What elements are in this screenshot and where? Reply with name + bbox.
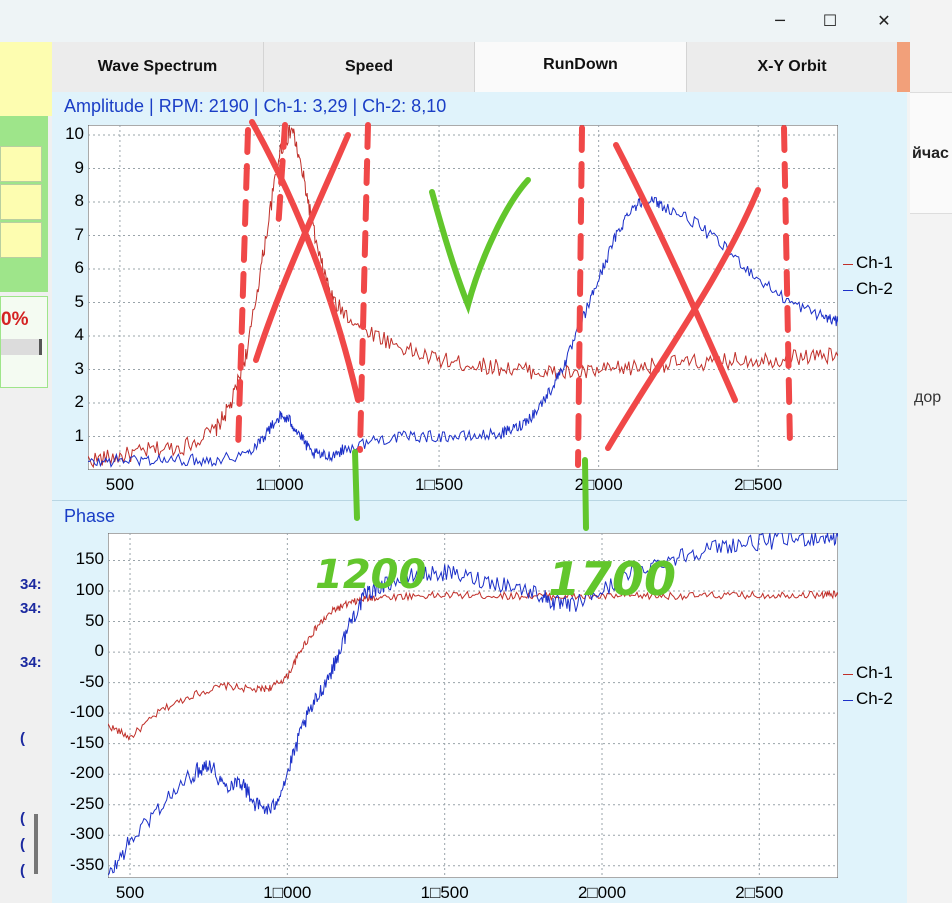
annotation-cross-stroke bbox=[605, 187, 761, 451]
y-tick-label: 8 bbox=[74, 191, 84, 211]
plot-divider bbox=[52, 500, 907, 501]
y-tick-label: 9 bbox=[74, 157, 84, 177]
annotation-label-1700: 1700 bbox=[548, 552, 676, 606]
background-text-mid: дор bbox=[914, 389, 942, 406]
background-window: йчас дор bbox=[910, 0, 952, 903]
tab-xy-orbit[interactable]: X-Y Orbit bbox=[757, 58, 827, 75]
tab-speed[interactable]: Speed bbox=[264, 42, 475, 92]
x-tick-label: 2□500 bbox=[734, 475, 783, 494]
x-tick-label: 1□500 bbox=[415, 475, 464, 494]
x-tick-label: 1□500 bbox=[420, 883, 469, 902]
background-card bbox=[910, 92, 952, 214]
tab-rundown[interactable]: RunDown bbox=[475, 42, 687, 92]
amplitude-chart-title: Amplitude | RPM: 2190 | Ch-1: 3,29 | Ch-… bbox=[64, 96, 447, 116]
left-field-1[interactable] bbox=[0, 146, 42, 182]
series-line-ch-1 bbox=[88, 125, 838, 469]
y-tick-label: 7 bbox=[74, 224, 84, 244]
y-tick-label: -150 bbox=[70, 732, 105, 752]
amplitude-legend-ch2: Ch-2 bbox=[856, 279, 893, 298]
maximize-button[interactable]: ☐ bbox=[822, 11, 838, 30]
y-tick-label: 2 bbox=[74, 392, 84, 411]
series-line-ch-2 bbox=[108, 533, 838, 876]
minimize-button[interactable]: ─ bbox=[775, 11, 785, 30]
y-tick-label: -50 bbox=[79, 671, 104, 691]
left-panel: 0% 34: 34: 34: ( ( ( ( bbox=[0, 42, 52, 903]
phase-legend-ch1: Ch-1 bbox=[856, 663, 893, 682]
legend-swatch-ch2 bbox=[843, 700, 853, 701]
left-row-label: 34: bbox=[20, 654, 42, 671]
annotation-cross-stroke bbox=[253, 132, 351, 363]
annotation-label-1200: 1200 bbox=[315, 552, 426, 598]
left-row-label: ( bbox=[20, 862, 25, 879]
annotation-dashed-line bbox=[235, 127, 251, 453]
y-tick-label: -250 bbox=[70, 793, 105, 813]
x-tick-label: 2□000 bbox=[577, 883, 627, 902]
annotation-checkmark bbox=[429, 177, 531, 315]
x-tick-label: 1□000 bbox=[263, 883, 312, 902]
left-field-3[interactable] bbox=[0, 222, 42, 258]
y-tick-label: 1 bbox=[74, 425, 84, 445]
y-tick-label: 100 bbox=[75, 580, 104, 599]
x-tick-label: 500 bbox=[105, 475, 135, 494]
x-tick-label: 1□000 bbox=[255, 475, 304, 494]
left-green-panel bbox=[0, 116, 48, 292]
tab-wave-spectrum[interactable]: Wave Spectrum bbox=[52, 42, 264, 92]
amplitude-legend-ch1: Ch-1 bbox=[856, 253, 893, 272]
y-tick-label: 150 bbox=[75, 549, 104, 569]
y-tick-label: 50 bbox=[85, 610, 104, 630]
annotation-green-line bbox=[582, 457, 589, 531]
y-tick-label: 5 bbox=[74, 291, 84, 311]
y-tick-label: -100 bbox=[70, 702, 105, 722]
left-row-label: ( bbox=[20, 836, 25, 853]
legend-swatch-ch1 bbox=[843, 674, 853, 675]
left-row-label: ( bbox=[20, 810, 25, 827]
phase-chart-title: Phase bbox=[64, 506, 116, 526]
progress-bar bbox=[1, 339, 42, 355]
series-line-ch-1 bbox=[108, 589, 838, 741]
y-tick-label: 4 bbox=[74, 325, 84, 345]
annotation-cross-stroke bbox=[613, 142, 738, 403]
progress-percent: 0% bbox=[1, 309, 29, 330]
left-progress-group: 0% bbox=[0, 296, 48, 388]
legend-swatch-ch1 bbox=[843, 264, 853, 265]
phase-legend-ch2: Ch-2 bbox=[856, 689, 893, 708]
annotation-green-line bbox=[352, 449, 360, 521]
y-tick-label: 0 bbox=[94, 641, 104, 661]
close-button[interactable]: ✕ bbox=[877, 11, 891, 30]
tab-strip-edge bbox=[897, 42, 910, 92]
y-tick-label: 10 bbox=[65, 124, 84, 144]
series-line-ch-2 bbox=[88, 196, 838, 468]
y-tick-label: -200 bbox=[70, 763, 105, 783]
legend-swatch-ch2 bbox=[843, 290, 853, 291]
annotation-dashed-line bbox=[575, 125, 585, 468]
x-tick-label: 500 bbox=[115, 883, 145, 902]
annotation-dashed-line bbox=[357, 122, 371, 453]
x-tick-label: 2□500 bbox=[735, 883, 784, 902]
y-tick-label: -300 bbox=[70, 824, 105, 844]
left-row-label: 34: bbox=[20, 600, 42, 617]
left-row-label: ( bbox=[20, 730, 25, 747]
y-tick-label: 6 bbox=[74, 258, 84, 278]
left-scrollbar[interactable] bbox=[34, 814, 38, 874]
y-tick-label: 3 bbox=[74, 358, 84, 378]
left-field-2[interactable] bbox=[0, 184, 42, 220]
annotation-dashed-line bbox=[781, 125, 793, 448]
plot-area bbox=[108, 533, 838, 878]
phase-chart bbox=[108, 533, 838, 878]
background-text-top: йчас bbox=[912, 145, 949, 162]
left-yellow-header bbox=[0, 42, 52, 116]
y-tick-label: -350 bbox=[70, 854, 105, 874]
annotation-cross-stroke bbox=[249, 119, 361, 403]
left-row-label: 34: bbox=[20, 576, 42, 593]
tab-strip: Wave Spectrum Speed RunDown X-Y Orbit bbox=[52, 42, 897, 92]
